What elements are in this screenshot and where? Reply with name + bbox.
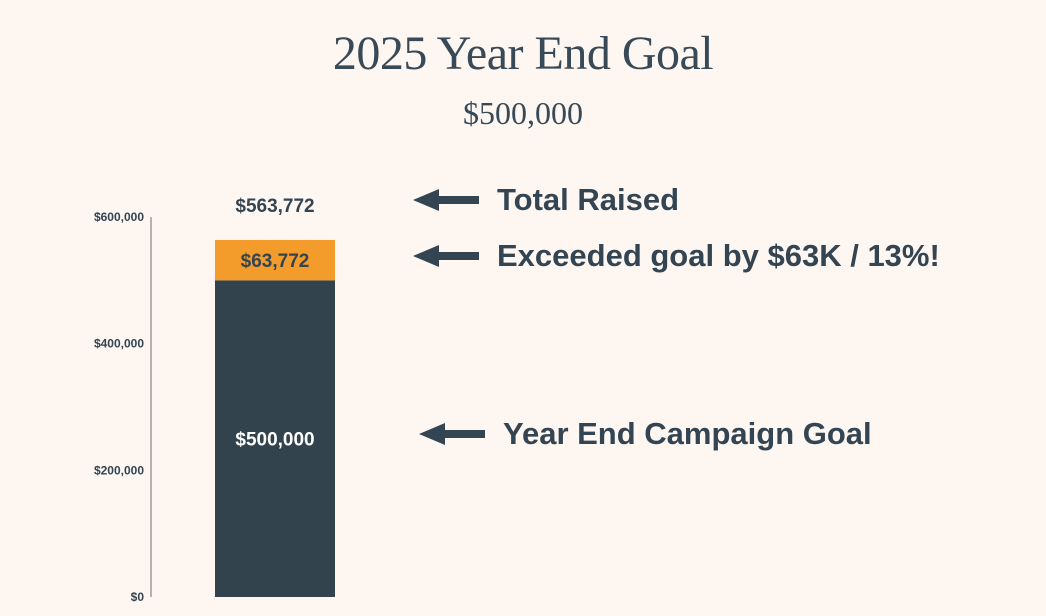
bar-segment-goal bbox=[215, 280, 335, 597]
arrow-left-icon bbox=[413, 245, 479, 267]
annotation-label: Total Raised bbox=[497, 182, 680, 217]
bar-total-label: $563,772 bbox=[235, 196, 314, 217]
y-tick-label: $600,000 bbox=[94, 210, 144, 224]
arrow-left-icon bbox=[413, 189, 479, 211]
bar-data-label: $63,772 bbox=[241, 251, 310, 272]
bar-data-label: $500,000 bbox=[235, 430, 314, 451]
page-subtitle: $500,000 bbox=[463, 95, 583, 131]
arrow-left-icon bbox=[419, 423, 485, 445]
y-tick-label: $200,000 bbox=[94, 463, 144, 477]
annotation-exceeded-goal: Exceeded goal by $63K / 13%! bbox=[413, 238, 940, 274]
y-tick-label: $0 bbox=[131, 590, 145, 604]
y-tick-label: $400,000 bbox=[94, 337, 144, 351]
annotation-label: Year End Campaign Goal bbox=[503, 416, 872, 451]
page-title: 2025 Year End Goal bbox=[332, 27, 714, 80]
annotation-total-raised: Total Raised bbox=[413, 182, 679, 218]
annotation-label: Exceeded goal by $63K / 13%! bbox=[497, 238, 940, 273]
bar-segment-excess bbox=[215, 239, 335, 281]
annotation-campaign-goal: Year End Campaign Goal bbox=[419, 416, 872, 452]
